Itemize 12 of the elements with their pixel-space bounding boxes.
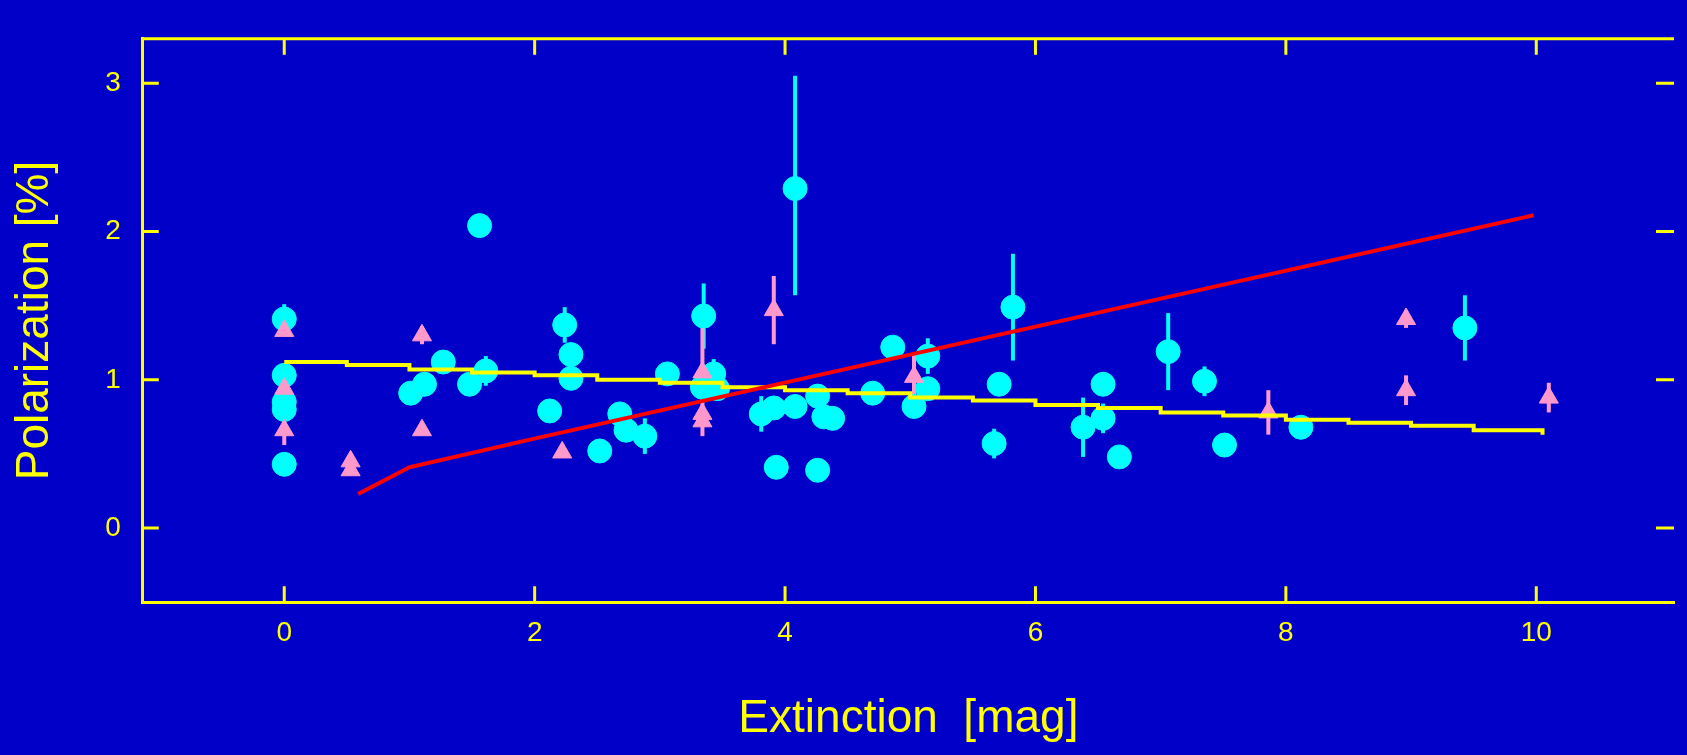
- x-axis-title: Extinction [mag]: [738, 690, 1079, 743]
- x-tick-label: 10: [1520, 615, 1552, 647]
- x-tick-label: 0: [276, 615, 293, 647]
- y-tick-label: 3: [105, 66, 121, 97]
- x-tick-label: 2: [526, 615, 543, 647]
- y-tick-label: 1: [105, 362, 121, 394]
- y-tick-label: 2: [105, 214, 121, 246]
- x-tick-label: 6: [1027, 615, 1044, 647]
- y-axis-title: Polarization [%]: [6, 160, 59, 481]
- x-tick-label: 8: [1278, 615, 1294, 647]
- x-tick-label: 4: [777, 615, 793, 647]
- y-tick-label: 0: [105, 510, 121, 542]
